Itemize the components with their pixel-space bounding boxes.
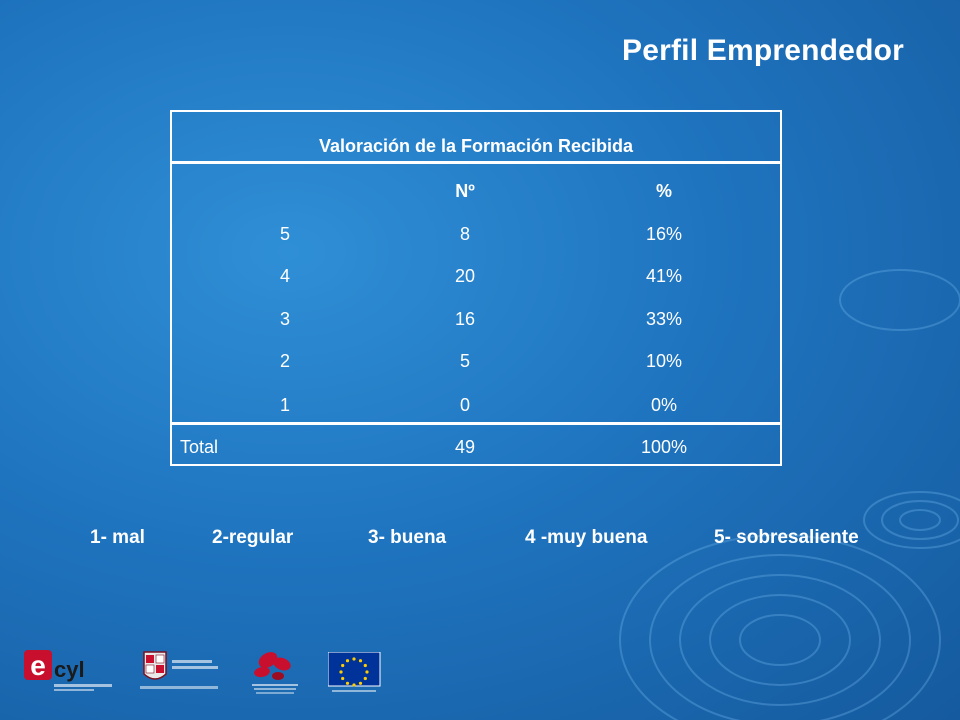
- page-title: Perfil Emprendedor: [622, 34, 904, 67]
- regional-program-logo: [244, 648, 304, 696]
- header-percent: %: [655, 181, 672, 201]
- row-rating: 4: [279, 266, 290, 286]
- row-count: 8: [459, 224, 470, 244]
- legend-item: 4 -muy buena: [525, 527, 648, 548]
- total-divider: [172, 422, 780, 425]
- rating-table: Valoración de la Formación Recibida Nº %…: [170, 110, 782, 466]
- table-row: 1 0 0%: [172, 390, 780, 420]
- svg-text:cyl: cyl: [54, 657, 85, 682]
- table-row: 5 8 16%: [172, 219, 780, 249]
- row-count: 20: [454, 266, 476, 286]
- total-label: Total: [180, 437, 219, 457]
- row-count: 16: [454, 309, 476, 329]
- row-rating: 2: [279, 351, 290, 371]
- ecyl-logo: e cyl: [24, 650, 114, 694]
- row-rating: 1: [279, 395, 290, 415]
- row-rating: 3: [279, 309, 290, 329]
- table-row: 2 5 10%: [172, 346, 780, 376]
- row-percent: 10%: [645, 351, 683, 371]
- row-count: 0: [459, 395, 470, 415]
- row-percent: 41%: [645, 266, 683, 286]
- legend-item: 3- buena: [368, 527, 447, 548]
- row-percent: 33%: [645, 309, 683, 329]
- legend-item: 5- sobresaliente: [714, 527, 859, 548]
- footer-logos: e cyl: [0, 640, 960, 700]
- total-percent: 100%: [640, 437, 688, 457]
- svg-text:e: e: [30, 650, 46, 681]
- row-percent: 16%: [645, 224, 683, 244]
- table-total-row: Total 49 100%: [172, 432, 780, 462]
- table-header-row: Nº %: [172, 176, 780, 206]
- row-count: 5: [459, 351, 470, 371]
- table-row: 4 20 41%: [172, 261, 780, 291]
- header-count: Nº: [455, 181, 475, 201]
- junta-castilla-leon-logo: [140, 650, 220, 694]
- rating-legend: 1- mal 2-regular 3- buena 4 -muy buena 5…: [0, 527, 960, 553]
- legend-item: 1- mal: [90, 527, 145, 548]
- eu-flag-logo: [327, 651, 382, 696]
- row-rating: 5: [279, 224, 290, 244]
- total-count: 49: [454, 437, 476, 457]
- row-percent: 0%: [650, 395, 677, 415]
- legend-item: 2-regular: [212, 527, 294, 548]
- table-title: Valoración de la Formación Recibida: [172, 112, 780, 164]
- table-row: 3 16 33%: [172, 304, 780, 334]
